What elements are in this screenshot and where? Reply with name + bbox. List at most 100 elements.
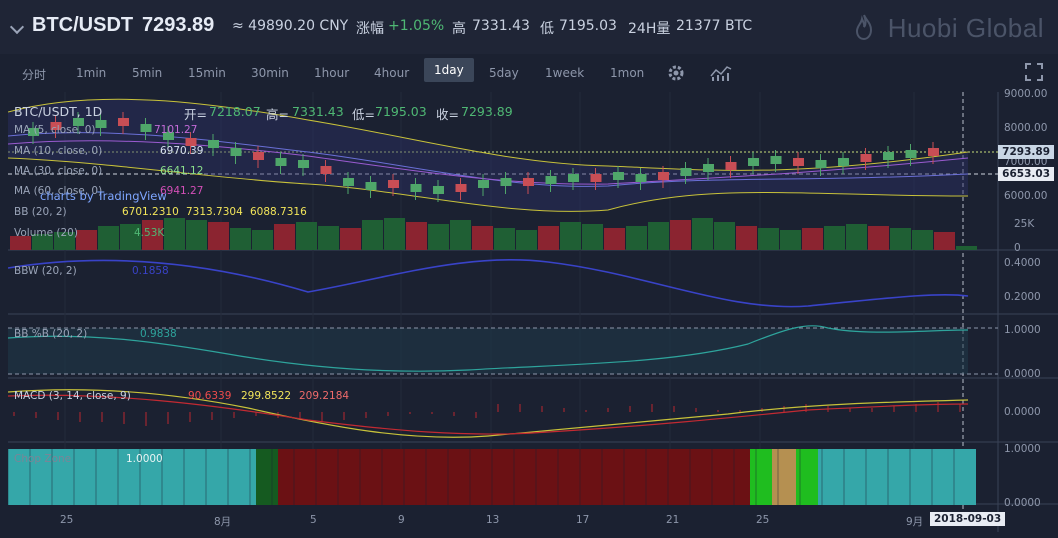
bb-label[interactable]: BB (20, 2) <box>14 206 67 218</box>
volume-bar <box>384 218 405 250</box>
interval-tab[interactable]: 分时 <box>22 68 47 82</box>
candle-body <box>500 178 512 186</box>
chopzone-bar <box>8 449 256 505</box>
chopzone-value: 1.0000 <box>126 453 163 465</box>
candle-body <box>635 174 647 182</box>
candle-body <box>253 152 264 160</box>
chevron-down-icon[interactable] <box>9 19 25 35</box>
volume-bar <box>956 246 977 250</box>
ohlc-high: 7331.43 <box>292 104 344 119</box>
pair-name[interactable]: BTC/USDT <box>32 14 134 36</box>
candle-body <box>320 166 332 174</box>
candle-body <box>590 174 602 182</box>
bb-value-1: 6701.2310 <box>122 206 179 218</box>
x-axis-tick: 17 <box>576 514 590 526</box>
chopzone-label[interactable]: Chop Zone <box>14 453 72 465</box>
volume-value: 21377 BTC <box>676 18 753 34</box>
candle-body <box>455 184 467 192</box>
interval-tab[interactable]: 30min <box>251 66 289 80</box>
candle-body <box>815 160 827 168</box>
candle-body <box>545 176 557 184</box>
candle-body <box>568 174 579 182</box>
ma10-label[interactable]: MA (10, close, 0) <box>14 145 103 157</box>
volume-bar <box>472 226 493 250</box>
ma30-label[interactable]: MA (30, close, 0) <box>14 165 103 177</box>
volume-bar <box>648 222 669 250</box>
macd-value-3: 209.2184 <box>299 390 350 402</box>
brand-logo: Huobi Global <box>887 13 1044 43</box>
volume-bar <box>538 226 559 250</box>
ma10-value: 6970.39 <box>160 145 204 157</box>
candle-body <box>523 178 534 186</box>
interval-tab[interactable]: 15min <box>188 66 226 80</box>
x-axis-tick: 9月 <box>906 516 924 528</box>
volume-bar <box>692 218 713 250</box>
settings-gear-icon[interactable] <box>666 63 686 83</box>
bollinger-upper <box>8 98 969 171</box>
interval-tab[interactable]: 5min <box>132 66 163 80</box>
volume-pane-value: 4.53K <box>134 227 165 239</box>
change-label: 涨幅 <box>356 21 384 37</box>
volume-bar <box>670 220 691 250</box>
interval-tab[interactable]: 1week <box>545 66 585 80</box>
volume-bar <box>846 224 867 250</box>
candle-body <box>95 120 107 128</box>
interval-tab[interactable]: 5day <box>489 66 519 80</box>
volume-bar <box>890 228 911 250</box>
volume-bar <box>428 224 449 250</box>
volume-bar <box>604 228 625 250</box>
bbpb-axis-tick: 0.0000 <box>1004 368 1041 380</box>
price-axis-tick: 9000.00 <box>1004 88 1048 100</box>
ma60-label[interactable]: MA (60, close, 0) <box>14 185 103 197</box>
candle-body <box>298 160 309 168</box>
indicators-icon[interactable] <box>710 64 732 82</box>
crosshair-date-tag: 2018-09-03 <box>930 512 1006 526</box>
volume-bar <box>406 222 427 250</box>
candle-body <box>185 138 197 146</box>
candle-body <box>725 162 737 170</box>
candle-body <box>883 152 894 160</box>
candle-body <box>208 140 219 148</box>
volume-pane-label[interactable]: Volume (20) <box>14 227 78 239</box>
volume-bar <box>802 228 823 250</box>
volume-bar <box>824 226 845 250</box>
volume-bar <box>76 230 97 250</box>
ticker-header: BTC/USDT 7293.89 ≈ 49890.20 CNY 涨幅 +1.05… <box>0 0 1058 54</box>
huobi-flame-icon <box>855 14 873 40</box>
high-label: 高 <box>452 21 466 37</box>
tradingview-chart[interactable] <box>8 92 1058 532</box>
macd-label[interactable]: MACD (3, 14, close, 9) <box>14 390 131 402</box>
tradingview-watermark[interactable]: charts by TradingView <box>40 189 167 203</box>
ma-line <box>8 132 969 187</box>
bbpb-axis-tick: 1.0000 <box>1004 324 1041 336</box>
volume-label: 24H量 <box>628 21 671 37</box>
main-series-title: BTC/USDT, 1D <box>14 104 103 119</box>
interval-tab[interactable]: 1hour <box>314 66 350 80</box>
interval-tab[interactable]: 1min <box>76 66 107 80</box>
interval-tab[interactable]: 4hour <box>374 66 410 80</box>
fullscreen-icon[interactable] <box>1024 62 1044 82</box>
ma-line <box>8 140 969 185</box>
macd-value-1: 90.6339 <box>188 390 232 402</box>
bbpb-label[interactable]: BB %B (20, 2) <box>14 328 88 340</box>
volume-bar <box>758 228 779 250</box>
bbw-axis-tick: 0.4000 <box>1004 257 1041 269</box>
volume-bar <box>186 220 207 250</box>
bbw-label[interactable]: BBW (20, 2) <box>14 265 77 277</box>
chart-panes <box>8 98 998 505</box>
candle-body <box>703 164 714 172</box>
candle-body <box>748 158 759 166</box>
volume-bar <box>98 226 119 250</box>
ma5-label[interactable]: MA (5, close, 0) <box>14 124 96 136</box>
x-axis-tick: 13 <box>486 514 500 526</box>
change-value: +1.05% <box>388 18 445 34</box>
macd-axis-tick: 0.0000 <box>1004 406 1041 418</box>
cny-price: ≈ 49890.20 CNY <box>232 18 349 34</box>
candle-body <box>50 122 62 130</box>
volume-bar <box>32 234 53 250</box>
interval-tab[interactable]: 1mon <box>610 66 645 80</box>
candle-body <box>343 178 354 186</box>
ohlc-close: 7293.89 <box>461 104 513 119</box>
interval-tab-active[interactable]: 1day <box>424 58 474 82</box>
volume-bar <box>362 220 383 250</box>
